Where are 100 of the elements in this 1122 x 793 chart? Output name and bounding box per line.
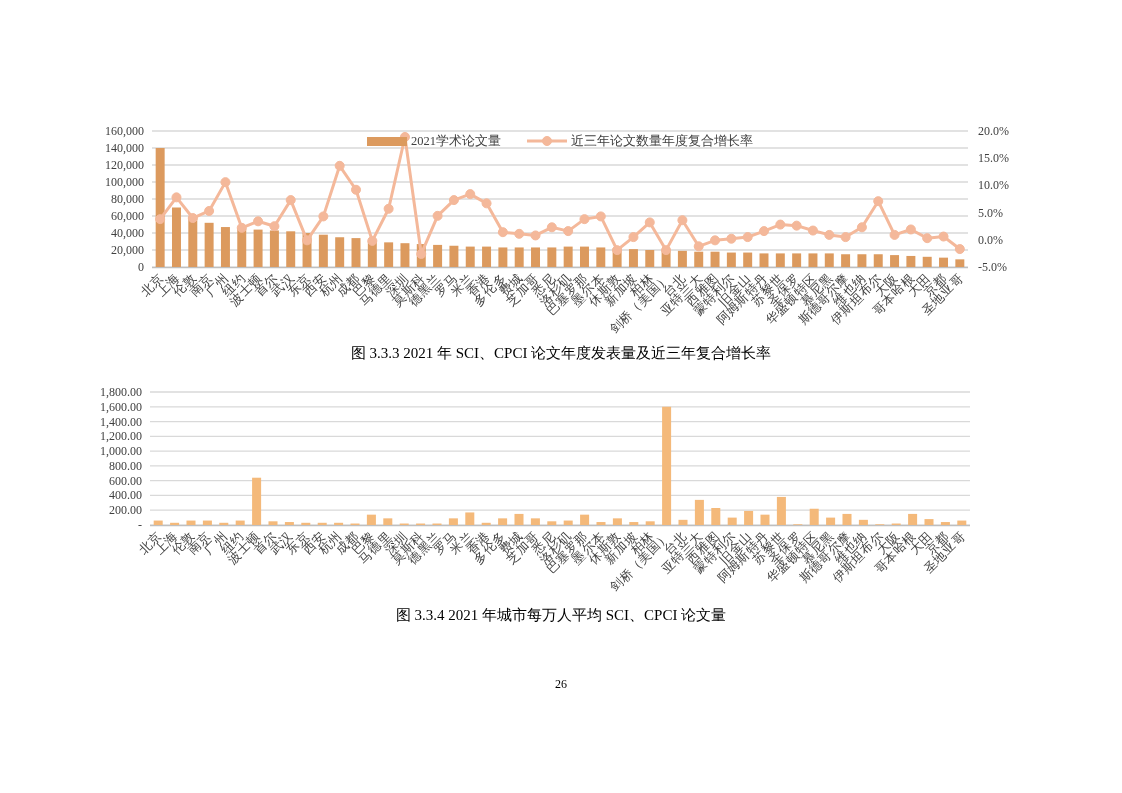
- bar: [284, 522, 294, 525]
- bar: [202, 520, 212, 525]
- bar: [220, 227, 230, 267]
- bar: [957, 520, 967, 525]
- bar: [253, 229, 263, 267]
- y2-tick-label: 20.0%: [978, 124, 1009, 138]
- point: [204, 205, 215, 216]
- point: [367, 235, 378, 246]
- bar: [449, 245, 459, 267]
- bar: [384, 242, 394, 267]
- point: [938, 231, 949, 242]
- point: [497, 227, 508, 238]
- point: [824, 229, 835, 240]
- bar: [743, 252, 753, 267]
- y-tick-label: 600.00: [109, 473, 142, 488]
- bar: [153, 520, 163, 525]
- point: [905, 224, 916, 235]
- point: [432, 210, 443, 221]
- y2-tick-label: -5.0%: [978, 260, 1007, 274]
- point: [236, 222, 247, 233]
- bar: [481, 522, 491, 525]
- bar: [924, 519, 934, 525]
- y-tick-label: 100,000: [105, 175, 144, 189]
- point: [351, 184, 361, 195]
- bar: [219, 522, 229, 525]
- bar: [482, 246, 492, 267]
- y-tick-label: 400.00: [109, 488, 142, 503]
- bar: [694, 499, 704, 525]
- bar: [171, 207, 181, 267]
- bar: [563, 246, 573, 267]
- point: [302, 235, 313, 246]
- point: [856, 222, 867, 233]
- point: [563, 226, 574, 237]
- point: [579, 214, 590, 225]
- bar: [186, 520, 196, 525]
- bar: [579, 246, 589, 267]
- bar: [531, 247, 541, 267]
- y-tick-label: 1,400.00: [100, 414, 142, 429]
- bar: [677, 250, 687, 267]
- bar: [612, 518, 622, 525]
- bar: [366, 514, 376, 525]
- bar: [301, 522, 311, 525]
- point: [334, 160, 345, 171]
- point: [954, 244, 965, 255]
- point: [873, 196, 884, 207]
- bar: [922, 256, 932, 267]
- point: [742, 232, 753, 243]
- y-tick-label: 20,000: [111, 243, 144, 257]
- bar: [710, 251, 720, 267]
- y-tick-label: 40,000: [111, 226, 144, 240]
- y-tick-label: 0: [138, 260, 144, 274]
- bar: [841, 254, 851, 267]
- point: [775, 219, 786, 230]
- y-tick-label: 1,200.00: [100, 429, 142, 444]
- y-tick-label: 200.00: [109, 503, 142, 518]
- bar: [628, 249, 638, 267]
- bar: [908, 513, 918, 525]
- bar: [317, 522, 327, 525]
- y2-tick-label: 0.0%: [978, 232, 1003, 247]
- point: [677, 215, 688, 226]
- point: [661, 245, 672, 256]
- bar: [842, 513, 852, 525]
- point: [612, 245, 623, 256]
- bar: [465, 246, 475, 267]
- bar: [580, 514, 590, 525]
- bar: [775, 253, 785, 267]
- bar: [857, 254, 867, 267]
- bar: [824, 253, 834, 267]
- text: 图 3.3.4 2021 年城市每万人平均 SCI、CPCI 论文量: [395, 607, 727, 623]
- point: [726, 233, 737, 244]
- point: [922, 233, 933, 244]
- bar: [498, 518, 508, 525]
- bar: [727, 517, 737, 525]
- bar: [858, 519, 868, 525]
- point: [710, 235, 721, 246]
- bar: [547, 521, 557, 525]
- bar: [351, 238, 361, 267]
- bar: [269, 230, 279, 267]
- legend-label: 近三年论文数量年度复合增长率: [571, 133, 753, 148]
- bar: [383, 518, 393, 525]
- bar: [808, 253, 818, 267]
- bar: [170, 522, 180, 525]
- bar: [268, 521, 278, 525]
- point: [514, 228, 525, 239]
- bar: [629, 522, 639, 525]
- point: [171, 192, 182, 203]
- bar: [530, 518, 540, 525]
- bar: [596, 522, 606, 525]
- bar: [890, 255, 900, 267]
- bar: [448, 518, 458, 525]
- point: [155, 214, 166, 225]
- bar: [155, 148, 165, 267]
- bar: [514, 247, 524, 267]
- point: [448, 195, 459, 206]
- y-tick-label: -: [138, 518, 142, 532]
- point: [889, 229, 900, 240]
- y-tick-label: 160,000: [105, 124, 144, 138]
- bar: [645, 250, 655, 267]
- point: [759, 226, 769, 237]
- y-tick-label: 120,000: [105, 158, 144, 172]
